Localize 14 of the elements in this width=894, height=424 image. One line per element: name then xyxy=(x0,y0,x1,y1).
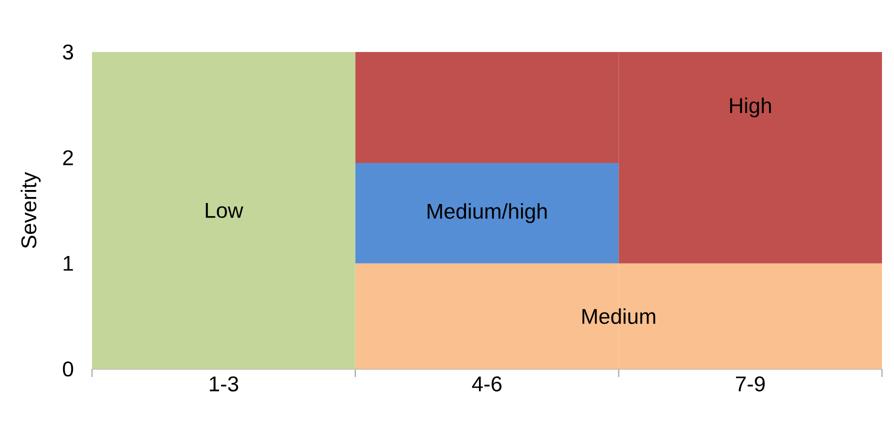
x-tick-label: 4-6 xyxy=(472,376,502,392)
y-axis-title: Severity xyxy=(20,172,41,248)
bar xyxy=(355,162,619,264)
series-label: Medium/high xyxy=(428,203,547,224)
series-label: High xyxy=(730,98,771,118)
series-label: Medium xyxy=(582,308,656,324)
y-tick-label: 3 xyxy=(62,44,74,60)
y-tick-label: 0 xyxy=(62,361,74,377)
y-tick-label: 2 xyxy=(63,150,73,166)
y-tick-label: 1 xyxy=(64,256,73,271)
x-tick-label: 7-9 xyxy=(736,376,765,392)
bar xyxy=(92,52,356,369)
x-tick-label: 1-3 xyxy=(210,376,238,392)
series-label: Low xyxy=(206,203,244,218)
